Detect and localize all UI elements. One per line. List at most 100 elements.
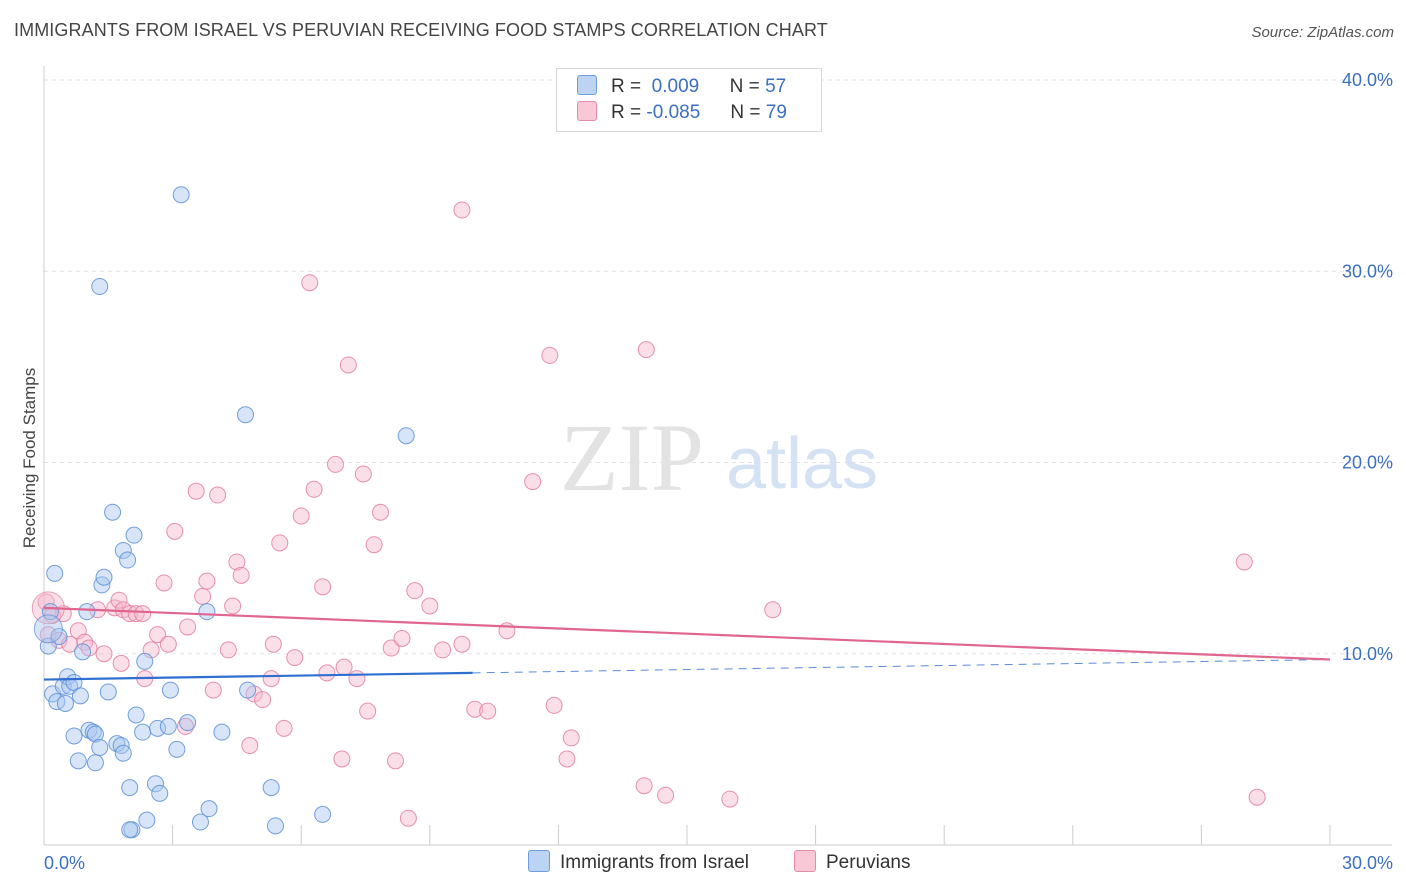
- legend-r-value: 0.009: [651, 76, 700, 97]
- bottom-legend-swatch-peru: [794, 850, 816, 872]
- data-point-israel: [56, 694, 74, 712]
- data-point-peruvians: [333, 750, 351, 768]
- data-point-peruvians: [159, 635, 177, 653]
- trend-lines: [43, 606, 1331, 681]
- y-tick-label: 20.0%: [1342, 453, 1393, 473]
- trend-line-israel-extension: [472, 658, 1331, 674]
- data-point-israel: [114, 541, 132, 559]
- legend-n-label: N =: [729, 76, 760, 97]
- data-point-peruvians: [166, 522, 184, 540]
- data-point-israel: [179, 714, 197, 732]
- data-point-peruvians: [1235, 553, 1253, 571]
- data-point-israel: [74, 643, 92, 661]
- grid-lines: [44, 79, 1392, 655]
- data-point-peruvians: [228, 553, 246, 571]
- legend-row-peru: R = -0.085 N = 79: [577, 101, 787, 127]
- data-point-peruvians: [301, 274, 319, 292]
- data-point-peruvians: [318, 664, 336, 682]
- data-point-israel: [48, 693, 66, 711]
- data-point-israel: [99, 683, 117, 701]
- data-point-israel: [104, 503, 122, 521]
- bottom-legend-swatch-israel: [528, 850, 550, 872]
- data-point-israel: [78, 603, 96, 621]
- legend-n-label: N =: [730, 102, 761, 123]
- data-point-israel: [84, 723, 102, 741]
- data-point-peruvians: [264, 635, 282, 653]
- data-point-israel: [95, 568, 113, 586]
- trend-line-peruvians: [43, 606, 1331, 661]
- data-point-peruvians: [1248, 788, 1266, 806]
- data-point-israel: [108, 735, 126, 753]
- data-point-israel: [239, 681, 257, 699]
- data-point-israel: [149, 719, 167, 737]
- x-tick-label: 0.0%: [44, 853, 85, 873]
- data-point-israel: [266, 817, 284, 835]
- data-point-peruvians: [562, 729, 580, 747]
- data-point-israel: [50, 628, 68, 646]
- watermark: ZIP atlas: [560, 404, 878, 511]
- data-point-peruvians: [179, 618, 197, 636]
- data-point-israel: [121, 821, 139, 839]
- legend-r-label: R =: [611, 76, 642, 97]
- data-point-peruvians: [721, 790, 739, 808]
- bottom-legend-label-peru: Peruvians: [826, 852, 911, 873]
- data-point-peruvians: [314, 578, 332, 596]
- data-point-israel: [46, 564, 64, 582]
- legend-swatch-peru: [577, 101, 597, 121]
- data-point-peruvians: [326, 455, 344, 473]
- data-point-israel: [314, 805, 332, 823]
- data-point-israel: [125, 526, 143, 544]
- data-point-peruvians: [382, 639, 400, 657]
- data-point-peruvians: [558, 750, 576, 768]
- data-point-israel: [213, 723, 231, 741]
- y-tick-label: 30.0%: [1342, 261, 1393, 281]
- watermark-atlas: atlas: [726, 424, 878, 504]
- series-immigrants-from-israel: [33, 186, 415, 839]
- data-point-israel: [114, 744, 132, 762]
- data-point-israel: [86, 754, 104, 772]
- y-tick-label: 40.0%: [1342, 70, 1393, 90]
- data-point-peruvians: [271, 534, 289, 552]
- data-point-peruvians: [359, 702, 377, 720]
- data-point-peruvians: [393, 629, 411, 647]
- data-point-peruvians: [194, 587, 212, 605]
- data-point-israel: [91, 738, 109, 756]
- data-point-peruvians: [219, 641, 237, 659]
- data-point-israel: [119, 551, 137, 569]
- data-point-peruvians: [635, 777, 653, 795]
- data-point-peruvians: [155, 574, 173, 592]
- data-point-israel: [200, 800, 218, 818]
- data-point-peruvians: [335, 658, 353, 676]
- data-point-peruvians: [421, 597, 439, 615]
- data-point-israel: [146, 775, 164, 793]
- data-point-peruvians: [479, 702, 497, 720]
- data-point-peruvians: [453, 201, 471, 219]
- data-point-israel: [159, 717, 177, 735]
- data-point-peruvians: [348, 670, 366, 688]
- chart-source: Source: ZipAtlas.com: [1251, 24, 1394, 41]
- data-point-peruvians: [387, 752, 405, 770]
- data-point-peruvians: [406, 582, 424, 600]
- data-point-peruvians: [127, 605, 145, 623]
- legend-r-label: R =: [611, 102, 642, 123]
- data-point-peruvians: [262, 670, 280, 688]
- data-point-israel: [138, 811, 156, 829]
- data-point-peruvians: [545, 696, 563, 714]
- data-point-peruvians: [637, 341, 655, 359]
- data-point-peruvians: [275, 719, 293, 737]
- data-point-peruvians: [292, 507, 310, 525]
- correlation-legend: R = 0.009 N = 57 R = -0.085 N = 79: [556, 68, 822, 132]
- data-point-peruvians: [198, 572, 216, 590]
- data-point-israel: [191, 813, 209, 831]
- data-point-israel: [69, 752, 87, 770]
- data-point-israel: [71, 687, 89, 705]
- data-point-israel: [91, 278, 109, 296]
- data-point-peruvians: [339, 356, 357, 374]
- data-point-peruvians: [95, 645, 113, 663]
- data-point-peruvians: [121, 605, 139, 623]
- data-point-peruvians: [399, 809, 417, 827]
- x-tick-label: 30.0%: [1342, 853, 1393, 873]
- data-point-peruvians: [286, 649, 304, 667]
- data-point-israel: [134, 723, 152, 741]
